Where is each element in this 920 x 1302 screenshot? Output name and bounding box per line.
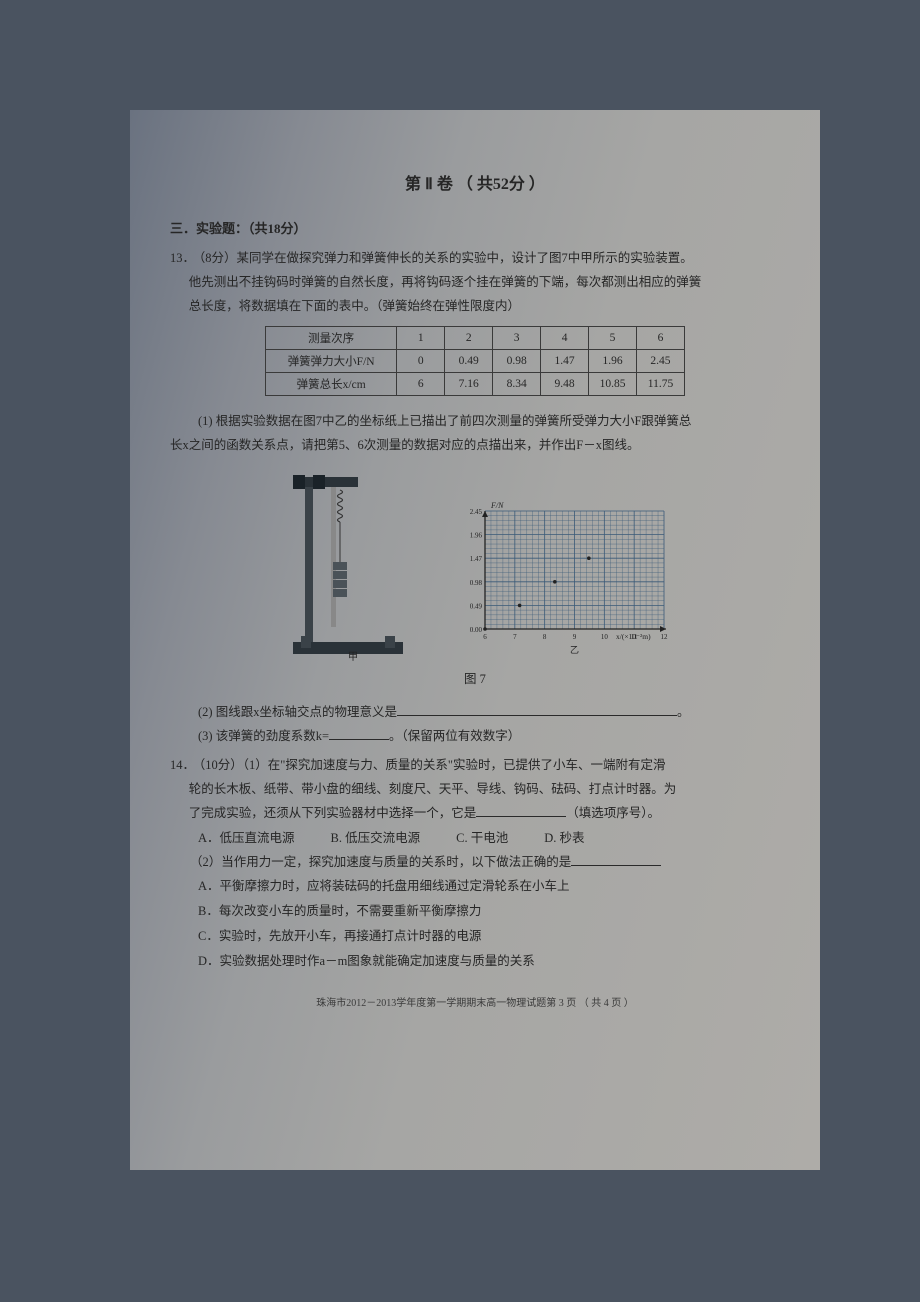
q13-sub3: (3) 该弹簧的劲度系数k= 。（保留两位有效数字） xyxy=(198,725,780,749)
q14-options2: A．平衡摩擦力时，应将装砝码的托盘用细线通过定滑轮系在小车上 B．每次改变小车的… xyxy=(198,874,780,974)
svg-text:1.96: 1.96 xyxy=(469,531,482,539)
q13-sub1b: 长x之间的函数关系点，请把第5、6次测量的数据对应的点描出来，并作出F－x图线。 xyxy=(170,438,639,452)
q13-line1: 某同学在做探究弹力和弹簧伸长的关系的实验中，设计了图7中甲所示的实验装置。 xyxy=(237,251,693,265)
q14-options1: A．低压直流电源 B. 低压交流电源 C. 干电池 D. 秒表 xyxy=(198,826,780,851)
q14-sub1d: （填选项序号）。 xyxy=(566,806,660,820)
q14-sub2-intro: （2）当作用力一定，探究加速度与质量的关系时，以下做法正确的是 xyxy=(190,855,571,869)
col-header: 1 xyxy=(397,327,445,350)
q13-sub2: (2) 图线跟x坐标轴交点的物理意义是 。 xyxy=(198,701,780,725)
option-d: D．实验数据处理时作a－m图象就能确定加速度与质量的关系 xyxy=(198,949,780,974)
option-a: A．低压直流电源 xyxy=(198,826,295,851)
row-label: 弹簧总长x/cm xyxy=(266,373,397,396)
apparatus-diagram: 甲 xyxy=(283,472,413,662)
page-footer: 珠海市2012－2013学年度第一学期期末高一物理试题第 3 页 （ 共 4 页… xyxy=(170,994,780,1009)
svg-text:6: 6 xyxy=(483,633,487,641)
cell: 2.45 xyxy=(636,350,684,373)
option-b: B. 低压交流电源 xyxy=(331,826,421,851)
svg-text:2.45: 2.45 xyxy=(469,508,482,516)
q13-number: 13． xyxy=(170,251,195,265)
q13-points: （8分） xyxy=(199,251,237,265)
cell: 10.85 xyxy=(589,373,637,396)
section-heading: 三．实验题：（共18分） xyxy=(170,218,780,237)
cell: 0.49 xyxy=(445,350,493,373)
cell: 6 xyxy=(397,373,445,396)
svg-text:8: 8 xyxy=(542,633,546,641)
option-c: C．实验时，先放开小车，再接通打点计时器的电源 xyxy=(198,924,780,949)
cell: 8.34 xyxy=(493,373,541,396)
volume-title: 第 Ⅱ 卷 （ 共52分 ） xyxy=(170,170,780,194)
row-label: 弹簧弹力大小F/N xyxy=(266,350,397,373)
option-c: C. 干电池 xyxy=(456,826,508,851)
blank xyxy=(397,702,677,716)
cell: 0 xyxy=(397,350,445,373)
q13-line2: 他先测出不挂钩码时弹簧的自然长度，再将钩码逐个挂在弹簧的下端，每次都测出相应的弹… xyxy=(189,275,702,289)
col-header: 2 xyxy=(445,327,493,350)
svg-text:0.98: 0.98 xyxy=(469,579,482,587)
col-header: 3 xyxy=(493,327,541,350)
q13-sub2-text: (2) 图线跟x坐标轴交点的物理意义是 xyxy=(198,705,397,719)
svg-text:F/N: F/N xyxy=(490,501,504,510)
figure-caption: 图 7 xyxy=(170,668,780,687)
q13-text: 13． （8分）某同学在做探究弹力和弹簧伸长的关系的实验中，设计了图7中甲所示的实… xyxy=(170,247,780,318)
col-header: 5 xyxy=(589,327,637,350)
q14-sub1b: 轮的长木板、纸带、带小盘的细线、刻度尺、天平、导线、钩码、砝码、打点计时器。为 xyxy=(189,782,677,796)
col-header: 6 xyxy=(636,327,684,350)
blank xyxy=(329,726,389,740)
q13-sub2-end: 。 xyxy=(677,705,690,719)
blank xyxy=(476,803,566,817)
cell: 1.47 xyxy=(541,350,589,373)
svg-text:7: 7 xyxy=(513,633,517,641)
data-table: 测量次序 1 2 3 4 5 6 弹簧弹力大小F/N 0 0.49 0.98 1… xyxy=(265,326,685,396)
svg-text:x/(×10⁻²m): x/(×10⁻²m) xyxy=(616,632,651,641)
q14-number: 14． xyxy=(170,758,195,772)
svg-text:甲: 甲 xyxy=(348,652,358,662)
option-a: A．平衡摩擦力时，应将装砝码的托盘用细线通过定滑轮系在小车上 xyxy=(198,874,780,899)
cell: 7.16 xyxy=(445,373,493,396)
q13-sub1a: (1) 根据实验数据在图7中乙的坐标纸上已描出了前四次测量的弹簧所受弹力大小F跟… xyxy=(198,414,691,428)
q14-sub1c: 了完成实验，还须从下列实验器材中选择一个，它是 xyxy=(189,806,477,820)
svg-text:10: 10 xyxy=(600,633,608,641)
option-d: D. 秒表 xyxy=(544,826,584,851)
table-row: 弹簧总长x/cm 6 7.16 8.34 9.48 10.85 11.75 xyxy=(266,373,685,396)
svg-text:1.47: 1.47 xyxy=(469,555,482,563)
cell: 1.96 xyxy=(589,350,637,373)
svg-text:0.00: 0.00 xyxy=(469,626,482,634)
table-row: 测量次序 1 2 3 4 5 6 xyxy=(266,327,685,350)
option-b: B．每次改变小车的质量时，不需要重新平衡摩擦力 xyxy=(198,899,780,924)
cell: 0.98 xyxy=(493,350,541,373)
cell: 9.48 xyxy=(541,373,589,396)
row-label: 测量次序 xyxy=(266,327,397,350)
svg-text:9: 9 xyxy=(572,633,576,641)
q13-sub1: (1) 根据实验数据在图7中乙的坐标纸上已描出了前四次测量的弹簧所受弹力大小F跟… xyxy=(198,410,780,458)
svg-text:0.49: 0.49 xyxy=(469,602,482,610)
fx-chart: 0.000.490.981.471.962.456789101112F/Nx/(… xyxy=(453,497,668,657)
q13-sub3b: 。（保留两位有效数字） xyxy=(389,729,520,743)
cell: 11.75 xyxy=(636,373,684,396)
q14-sub1a: （1）在"探究加速度与力、质量的关系"实验时，已提供了小车、一端附有定滑 xyxy=(243,758,666,772)
q14-text: 14． （10分）（1）在"探究加速度与力、质量的关系"实验时，已提供了小车、一端… xyxy=(170,754,780,825)
blank xyxy=(571,852,661,866)
q13-line3: 总长度，将数据填在下面的表中。（弹簧始终在弹性限度内） xyxy=(189,299,520,313)
svg-text:乙: 乙 xyxy=(569,645,578,655)
svg-text:12: 12 xyxy=(660,633,668,641)
q14-points: （10分） xyxy=(199,758,243,772)
q14-sub2: （2）当作用力一定，探究加速度与质量的关系时，以下做法正确的是 xyxy=(198,851,780,875)
q13-sub3a: (3) 该弹簧的劲度系数k= xyxy=(198,729,329,743)
table-row: 弹簧弹力大小F/N 0 0.49 0.98 1.47 1.96 2.45 xyxy=(266,350,685,373)
col-header: 4 xyxy=(541,327,589,350)
